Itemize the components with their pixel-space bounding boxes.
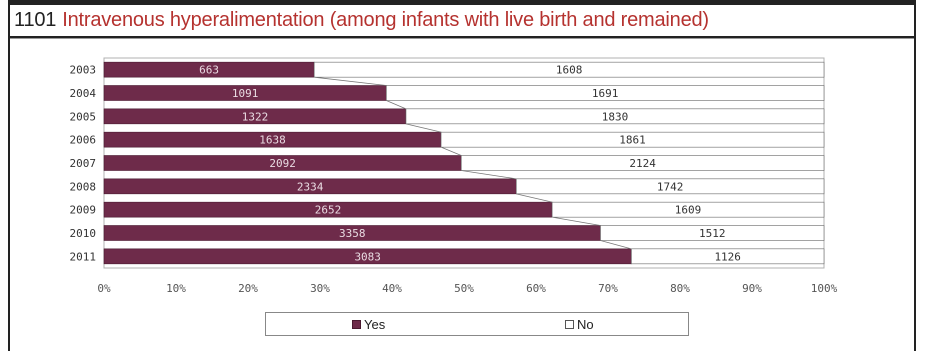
data-label-yes: 663 xyxy=(199,64,219,77)
series-line xyxy=(314,76,387,86)
bar-no xyxy=(405,108,825,125)
legend-label-no: No xyxy=(577,317,594,332)
data-label-yes: 2652 xyxy=(315,204,342,217)
series-line xyxy=(405,123,442,133)
legend-swatch-yes xyxy=(352,320,361,329)
category-label: 2005 xyxy=(70,110,97,123)
data-label-no: 1609 xyxy=(675,204,702,217)
data-label-yes: 2092 xyxy=(269,157,296,170)
chart-number: 1101 xyxy=(14,9,57,31)
series-line xyxy=(461,170,517,180)
data-label-no: 1126 xyxy=(714,250,741,263)
series-line xyxy=(600,240,632,250)
data-label-no: 1608 xyxy=(556,64,583,77)
series-line xyxy=(440,146,462,156)
data-label-yes: 1638 xyxy=(259,134,286,147)
category-label: 2010 xyxy=(70,227,97,240)
bar-no xyxy=(386,85,825,101)
data-label-yes: 1322 xyxy=(242,110,269,123)
title-separator xyxy=(10,38,914,39)
x-tick-label: 30% xyxy=(310,282,330,295)
data-label-no: 1512 xyxy=(699,227,726,240)
chart-title: Intravenous hyperalimentation (among inf… xyxy=(62,9,709,31)
data-label-no: 2124 xyxy=(629,157,656,170)
chart-frame xyxy=(8,0,916,351)
x-tick-label: 40% xyxy=(382,282,402,295)
bar-no xyxy=(600,225,825,241)
bar-no xyxy=(460,155,825,171)
bar-no xyxy=(440,131,825,148)
x-tick-label: 80% xyxy=(670,282,690,295)
legend-item-yes: Yes xyxy=(352,317,385,332)
data-label-yes: 3358 xyxy=(339,227,366,240)
legend-label-yes: Yes xyxy=(364,317,386,332)
bar-no xyxy=(515,178,825,195)
data-label-yes: 2334 xyxy=(297,180,324,193)
x-tick-label: 10% xyxy=(166,282,186,295)
x-tick-label: 60% xyxy=(526,282,546,295)
bar-no xyxy=(313,61,825,78)
data-label-yes: 1091 xyxy=(232,87,259,100)
category-label: 2006 xyxy=(70,134,97,147)
legend-swatch-no xyxy=(565,320,574,329)
x-tick-label: 50% xyxy=(454,282,474,295)
x-tick-label: 90% xyxy=(742,282,762,295)
category-label: 2009 xyxy=(70,204,97,217)
series-line xyxy=(552,216,601,226)
bar-no xyxy=(631,248,825,265)
category-label: 2003 xyxy=(70,64,97,77)
x-tick-label: 20% xyxy=(238,282,258,295)
data-label-yes: 3083 xyxy=(354,250,381,263)
data-label-no: 1830 xyxy=(602,110,629,123)
category-label: 2008 xyxy=(70,180,97,193)
category-label: 2011 xyxy=(70,250,97,263)
category-label: 2007 xyxy=(70,157,97,170)
series-line xyxy=(386,100,407,110)
data-label-no: 1691 xyxy=(592,87,619,100)
series-line xyxy=(516,193,553,203)
x-tick-label: 70% xyxy=(598,282,618,295)
data-label-no: 1861 xyxy=(619,134,646,147)
chart-title-bar: 1101 Intravenous hyperalimentation (amon… xyxy=(8,0,916,38)
x-tick-label: 100% xyxy=(811,282,838,295)
bar-no xyxy=(551,201,825,218)
chart-legend: Yes No xyxy=(265,312,689,336)
category-label: 2004 xyxy=(70,87,97,100)
data-label-no: 1742 xyxy=(657,180,684,193)
legend-item-no: No xyxy=(565,317,594,332)
x-tick-label: 0% xyxy=(97,282,111,295)
